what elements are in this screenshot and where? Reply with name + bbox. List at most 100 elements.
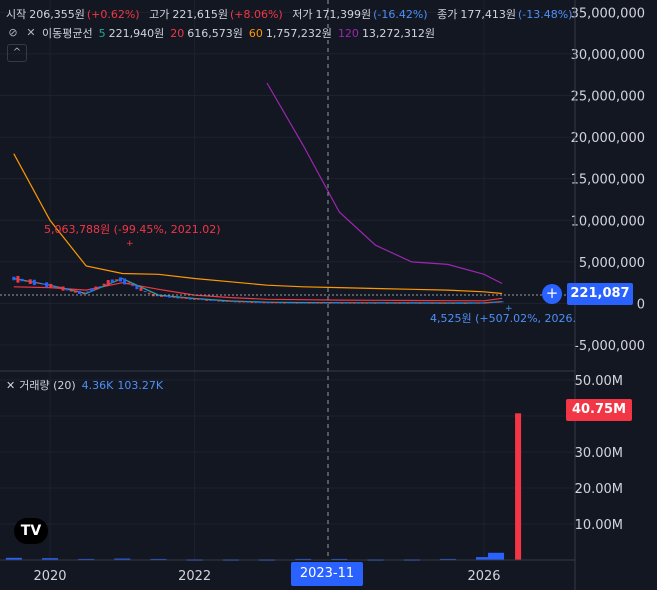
candle <box>451 302 455 304</box>
candle <box>168 295 172 298</box>
high-value: 221,615원 <box>172 8 228 21</box>
candle <box>418 302 422 304</box>
candle <box>160 295 164 297</box>
candle <box>32 279 36 286</box>
close-change: (-13.48%) <box>517 8 573 21</box>
eye-off-icon[interactable]: ⊘ <box>8 26 18 39</box>
low-change: (-16.42%) <box>373 8 428 21</box>
price-axis-tick: 0 <box>637 297 645 312</box>
candle <box>459 302 463 304</box>
candle <box>57 286 61 289</box>
add-alert-button[interactable]: + <box>542 284 562 304</box>
volume-legend: ✕ 거래량 (20) 4.36K 103.27K <box>6 377 167 393</box>
candle <box>242 301 246 303</box>
candle <box>164 295 168 297</box>
candle <box>49 283 53 288</box>
candle <box>320 302 324 304</box>
price-axis-tick: 30,000,000 <box>571 48 645 63</box>
candle <box>246 301 250 303</box>
candle <box>119 277 123 282</box>
candle <box>229 300 233 302</box>
open-change: (+0.62%) <box>86 8 140 21</box>
candle <box>352 302 356 304</box>
candle <box>463 303 467 305</box>
candle <box>225 300 229 302</box>
candle <box>106 280 110 286</box>
candle <box>209 299 213 301</box>
price-axis-tick: 35,000,000 <box>571 6 645 21</box>
ma5-value: 221,940원 <box>108 27 165 40</box>
low-value: 171,399원 <box>315 8 372 21</box>
candle <box>283 302 287 304</box>
annotation-low-marker: + <box>505 304 513 314</box>
candle <box>258 302 262 304</box>
ma60-value: 1,757,232원 <box>265 27 332 40</box>
close-value: 177,413원 <box>460 8 516 21</box>
candle <box>480 302 484 304</box>
candle <box>196 298 200 300</box>
candle <box>443 302 447 304</box>
candle <box>184 297 188 299</box>
candle <box>385 302 389 304</box>
candle <box>426 302 430 304</box>
ma5-period: 5 <box>98 26 106 40</box>
candle <box>369 302 373 304</box>
candle <box>307 302 311 304</box>
candle <box>65 288 69 291</box>
candle <box>398 302 402 304</box>
ma-line-60 <box>13 153 503 295</box>
candle <box>102 283 106 286</box>
candle <box>205 299 209 301</box>
candle <box>36 282 40 284</box>
candle <box>262 302 266 304</box>
close-icon[interactable]: ✕ <box>6 378 16 392</box>
candle <box>110 279 114 283</box>
candle <box>12 276 16 281</box>
candle <box>365 302 369 304</box>
candle <box>180 297 184 299</box>
price-axis-tick: 10,000,000 <box>571 214 645 229</box>
candle <box>291 302 295 304</box>
candle <box>340 302 344 304</box>
candle <box>315 302 319 304</box>
volume-bar <box>476 557 492 560</box>
candle <box>447 302 451 304</box>
candle <box>410 302 414 304</box>
candle <box>475 302 479 304</box>
candle <box>492 301 496 303</box>
high-change: (+8.06%) <box>229 8 283 21</box>
candle <box>414 302 418 304</box>
candle <box>188 298 192 300</box>
candle <box>299 302 303 304</box>
open-value: 206,355원 <box>29 8 85 21</box>
candle <box>356 302 360 304</box>
volume-bar <box>488 552 505 560</box>
candle <box>90 288 94 292</box>
candle <box>172 296 176 298</box>
collapse-legend-button[interactable]: ^ <box>7 44 27 62</box>
close-icon[interactable]: ✕ <box>26 26 36 39</box>
volume-bar <box>42 558 58 560</box>
annotation-high: 5,063,788원 (-99.45%, 2021.02) <box>44 223 221 236</box>
volume-axis-tick: 30.00M <box>575 446 623 461</box>
ma60-period: 60 <box>248 26 263 40</box>
candle <box>77 291 81 294</box>
candle <box>496 301 500 303</box>
price-axis-tick: 15,000,000 <box>571 173 645 188</box>
last-volume-tag: 40.75M <box>566 399 632 421</box>
volume-bar <box>515 413 522 560</box>
candle <box>139 287 143 291</box>
price-axis-tick: -5,000,000 <box>574 339 645 354</box>
candle <box>336 302 340 304</box>
candle <box>131 285 135 287</box>
volume-axis-tick: 20.00M <box>575 482 623 497</box>
candle <box>176 297 180 299</box>
candle <box>221 300 225 302</box>
candle <box>430 302 434 304</box>
candle <box>123 278 127 285</box>
candle <box>270 302 274 304</box>
tradingview-logo[interactable]: TV <box>14 518 48 544</box>
candle <box>295 302 299 304</box>
candle <box>500 301 504 303</box>
